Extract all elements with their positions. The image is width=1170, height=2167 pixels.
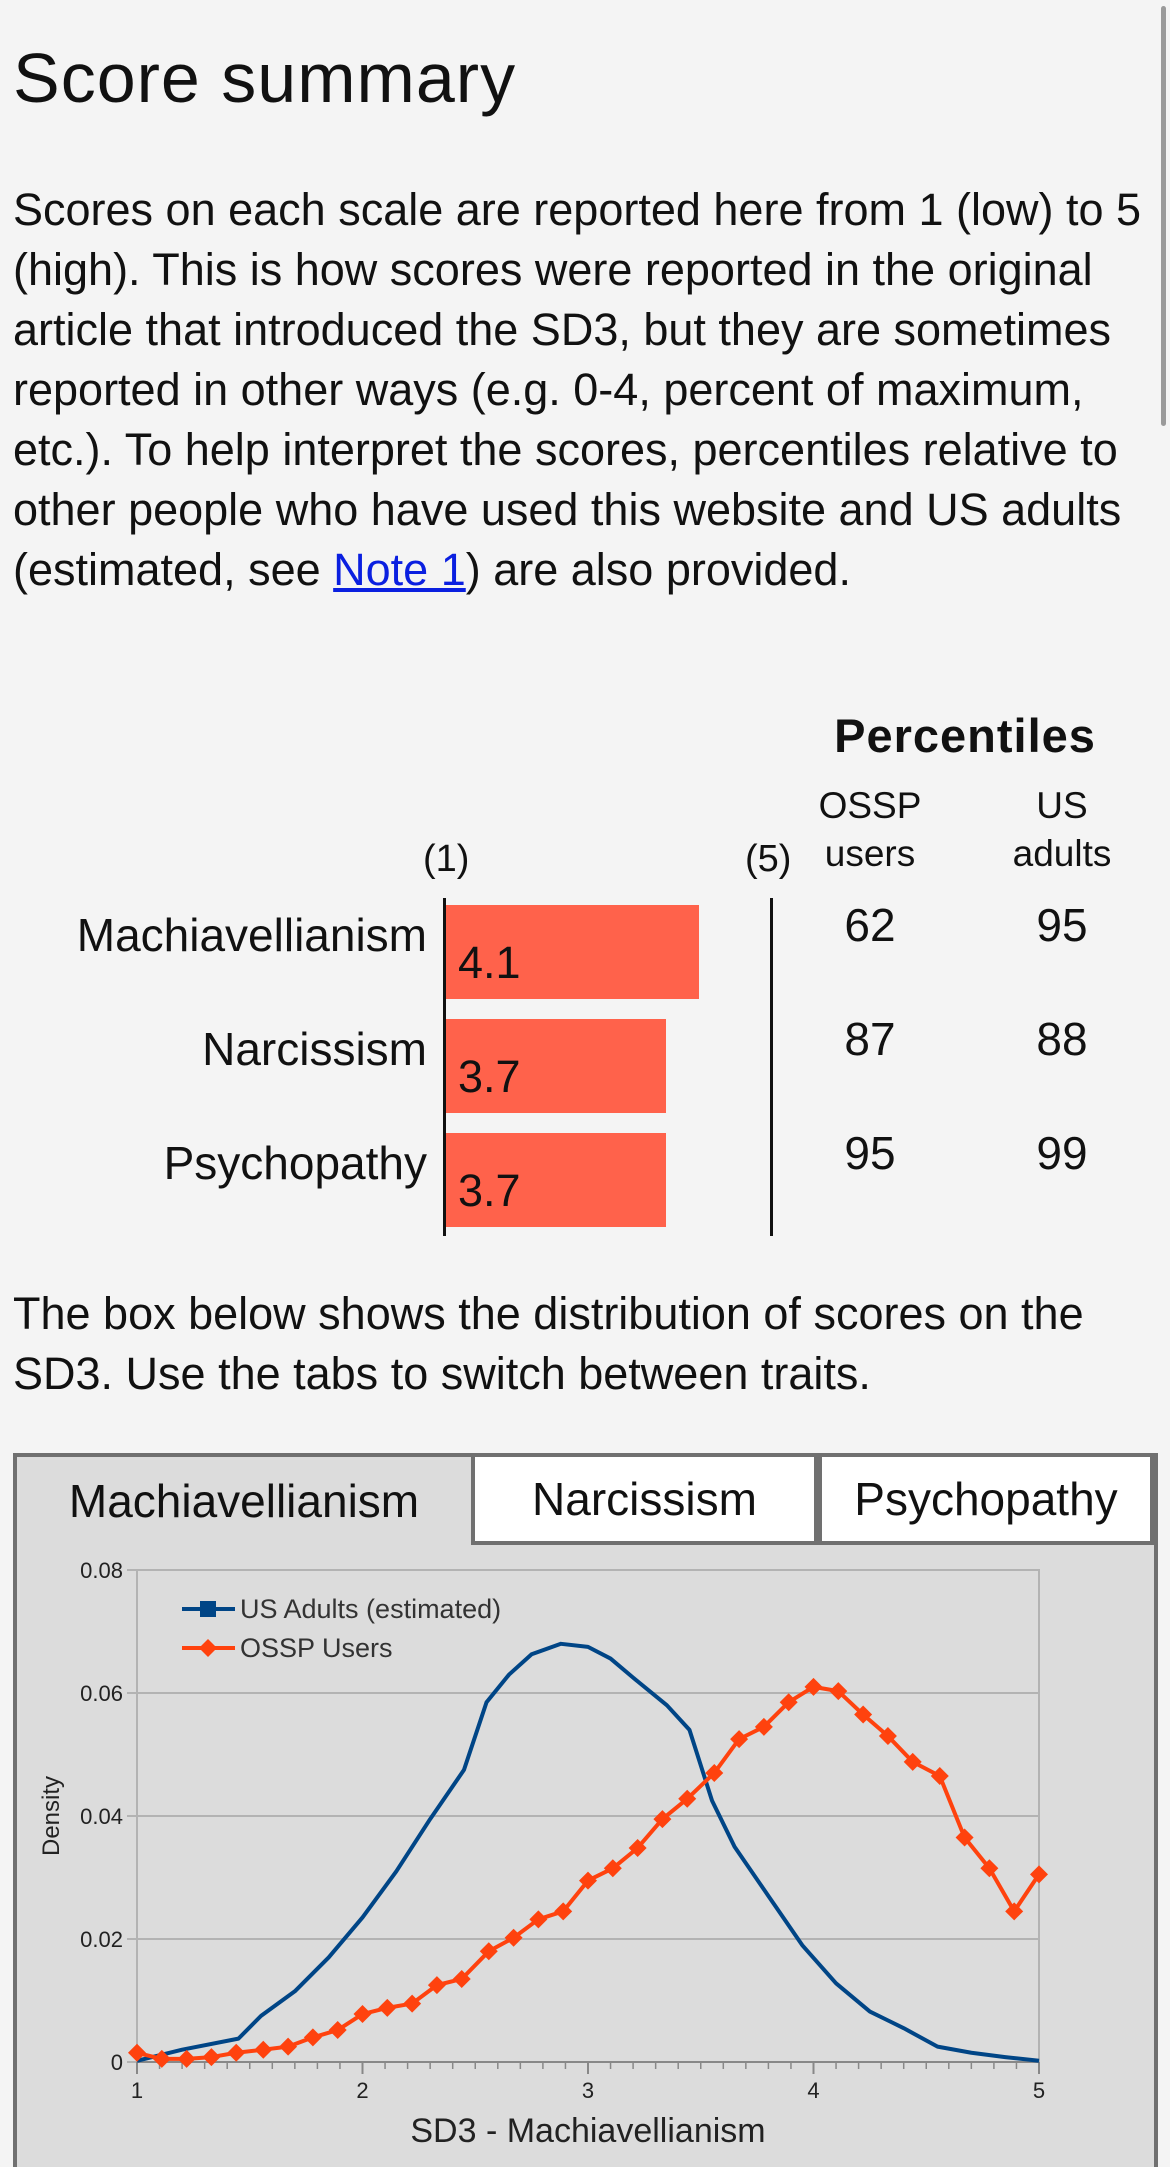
score-value-narcissism: 3.7	[458, 1051, 521, 1102]
scale-min-label: (1)	[423, 838, 470, 880]
y-tick-label: 0.02	[80, 1927, 123, 1952]
legend: US Adults (estimated) OSSP Users	[182, 1594, 501, 1663]
score-value-machiavellianism: 4.1	[458, 937, 521, 988]
data-point	[829, 1682, 848, 1701]
data-point	[479, 1942, 498, 1961]
data-point	[279, 2037, 298, 2056]
intro-text: Scores on each scale are reported here f…	[13, 184, 1142, 595]
y-tick-label: 0.04	[80, 1804, 123, 1829]
score-bar-psychopathy: 3.7	[446, 1133, 667, 1227]
intro-paragraph: Scores on each scale are reported here f…	[13, 180, 1153, 600]
us-percentile-psychopathy: 99	[1036, 1127, 1088, 1179]
data-point	[177, 2049, 196, 2068]
y-tick-label: 0	[111, 2050, 123, 2075]
data-point	[628, 1838, 647, 1857]
col-header-us-line2: adults	[1012, 833, 1112, 874]
legend-label: US Adults (estimated)	[240, 1594, 501, 1624]
legend-marker	[200, 1601, 216, 1617]
data-point	[678, 1789, 697, 1808]
page-scrollbar[interactable]	[1161, 6, 1166, 426]
data-point	[955, 1828, 974, 1847]
x-tick-label: 1	[131, 2078, 143, 2103]
data-point	[804, 1677, 823, 1696]
col-header-ossp-line2: users	[824, 833, 916, 874]
legend-marker	[199, 1639, 217, 1657]
x-tick-label: 4	[807, 2078, 819, 2103]
data-point	[653, 1810, 672, 1829]
trait-label-psychopathy: Psychopathy	[163, 1137, 427, 1189]
x-tick-label: 2	[356, 2078, 368, 2103]
col-header-ossp-line1: OSSP	[818, 785, 922, 826]
data-point	[328, 2021, 347, 2040]
score-value-psychopathy: 3.7	[458, 1165, 521, 1216]
data-point	[779, 1693, 798, 1712]
data-point	[854, 1705, 873, 1724]
data-point	[1005, 1902, 1024, 1921]
data-point	[730, 1730, 749, 1749]
scale-min-line	[443, 898, 446, 1236]
us-percentile-narcissism: 88	[1036, 1013, 1088, 1065]
page-title: Score summary	[13, 39, 517, 117]
data-point	[878, 1727, 897, 1746]
series-ossp-users	[128, 1677, 1048, 2068]
trait-label-machiavellianism: Machiavellianism	[76, 909, 427, 961]
col-header-us-line1: US	[1036, 785, 1088, 826]
x-axis-label: SD3 - Machiavellianism	[410, 2112, 765, 2150]
distribution-panel: Machiavellianism Narcissism Psychopathy …	[13, 1453, 1158, 2167]
us-percentile-machiavellianism: 95	[1036, 899, 1088, 951]
intro-tail: ) are also provided.	[465, 544, 851, 595]
data-point	[980, 1859, 999, 1878]
data-point	[403, 1994, 422, 2013]
distribution-description: The box below shows the distribution of …	[13, 1288, 1084, 1399]
data-point	[603, 1859, 622, 1878]
y-tick-label: 0.06	[80, 1681, 123, 1706]
scale-max-line	[770, 898, 773, 1236]
data-point	[705, 1763, 724, 1782]
col-header-ossp-users: OSSP users	[800, 782, 940, 878]
data-point	[202, 2048, 221, 2067]
data-point	[579, 1871, 597, 1890]
scale-max-label: (5)	[745, 838, 792, 880]
data-point	[504, 1928, 523, 1947]
data-point	[152, 2049, 171, 2068]
trait-label-narcissism: Narcissism	[202, 1023, 427, 1075]
x-tick-label: 3	[582, 2078, 594, 2103]
col-header-us-adults: US adults	[992, 782, 1132, 878]
data-point	[427, 1976, 446, 1995]
distribution-chart: 0 0.02 0.04 0.06 0.08 1 2 3 4 5 SD3 - Machiavellia…	[38, 1558, 1048, 2150]
data-point	[903, 1752, 922, 1771]
data-point	[353, 2005, 372, 2024]
score-bar-machiavellianism: 4.1	[446, 905, 699, 999]
score-bar-narcissism: 3.7	[446, 1019, 667, 1113]
data-point	[303, 2028, 322, 2047]
data-point	[452, 1969, 471, 1988]
series-line	[136, 1641, 1040, 2063]
ossp-percentile-machiavellianism: 62	[844, 899, 896, 951]
series-us-adults	[136, 1641, 1040, 2063]
ossp-percentile-narcissism: 87	[844, 1013, 896, 1065]
tab-psychopathy[interactable]: Psychopathy	[818, 1457, 1154, 1545]
tab-machiavellianism[interactable]: Machiavellianism	[17, 1457, 471, 1545]
legend-label: OSSP Users	[240, 1633, 393, 1663]
percentiles-heading: Percentiles	[834, 709, 1096, 762]
tab-narcissism[interactable]: Narcissism	[471, 1457, 818, 1545]
data-point	[529, 1910, 548, 1929]
note-1-link[interactable]: Note 1	[333, 544, 466, 595]
data-point	[930, 1767, 949, 1786]
x-tick-label: 5	[1033, 2078, 1045, 2103]
y-axis-label: Density	[38, 1776, 65, 1856]
data-point	[378, 1998, 397, 2017]
ossp-percentile-psychopathy: 95	[844, 1127, 896, 1179]
data-point	[1030, 1865, 1048, 1884]
y-tick-label: 0.08	[80, 1558, 123, 1583]
data-point	[554, 1902, 573, 1921]
data-point	[254, 2040, 273, 2059]
data-point	[754, 1717, 773, 1736]
